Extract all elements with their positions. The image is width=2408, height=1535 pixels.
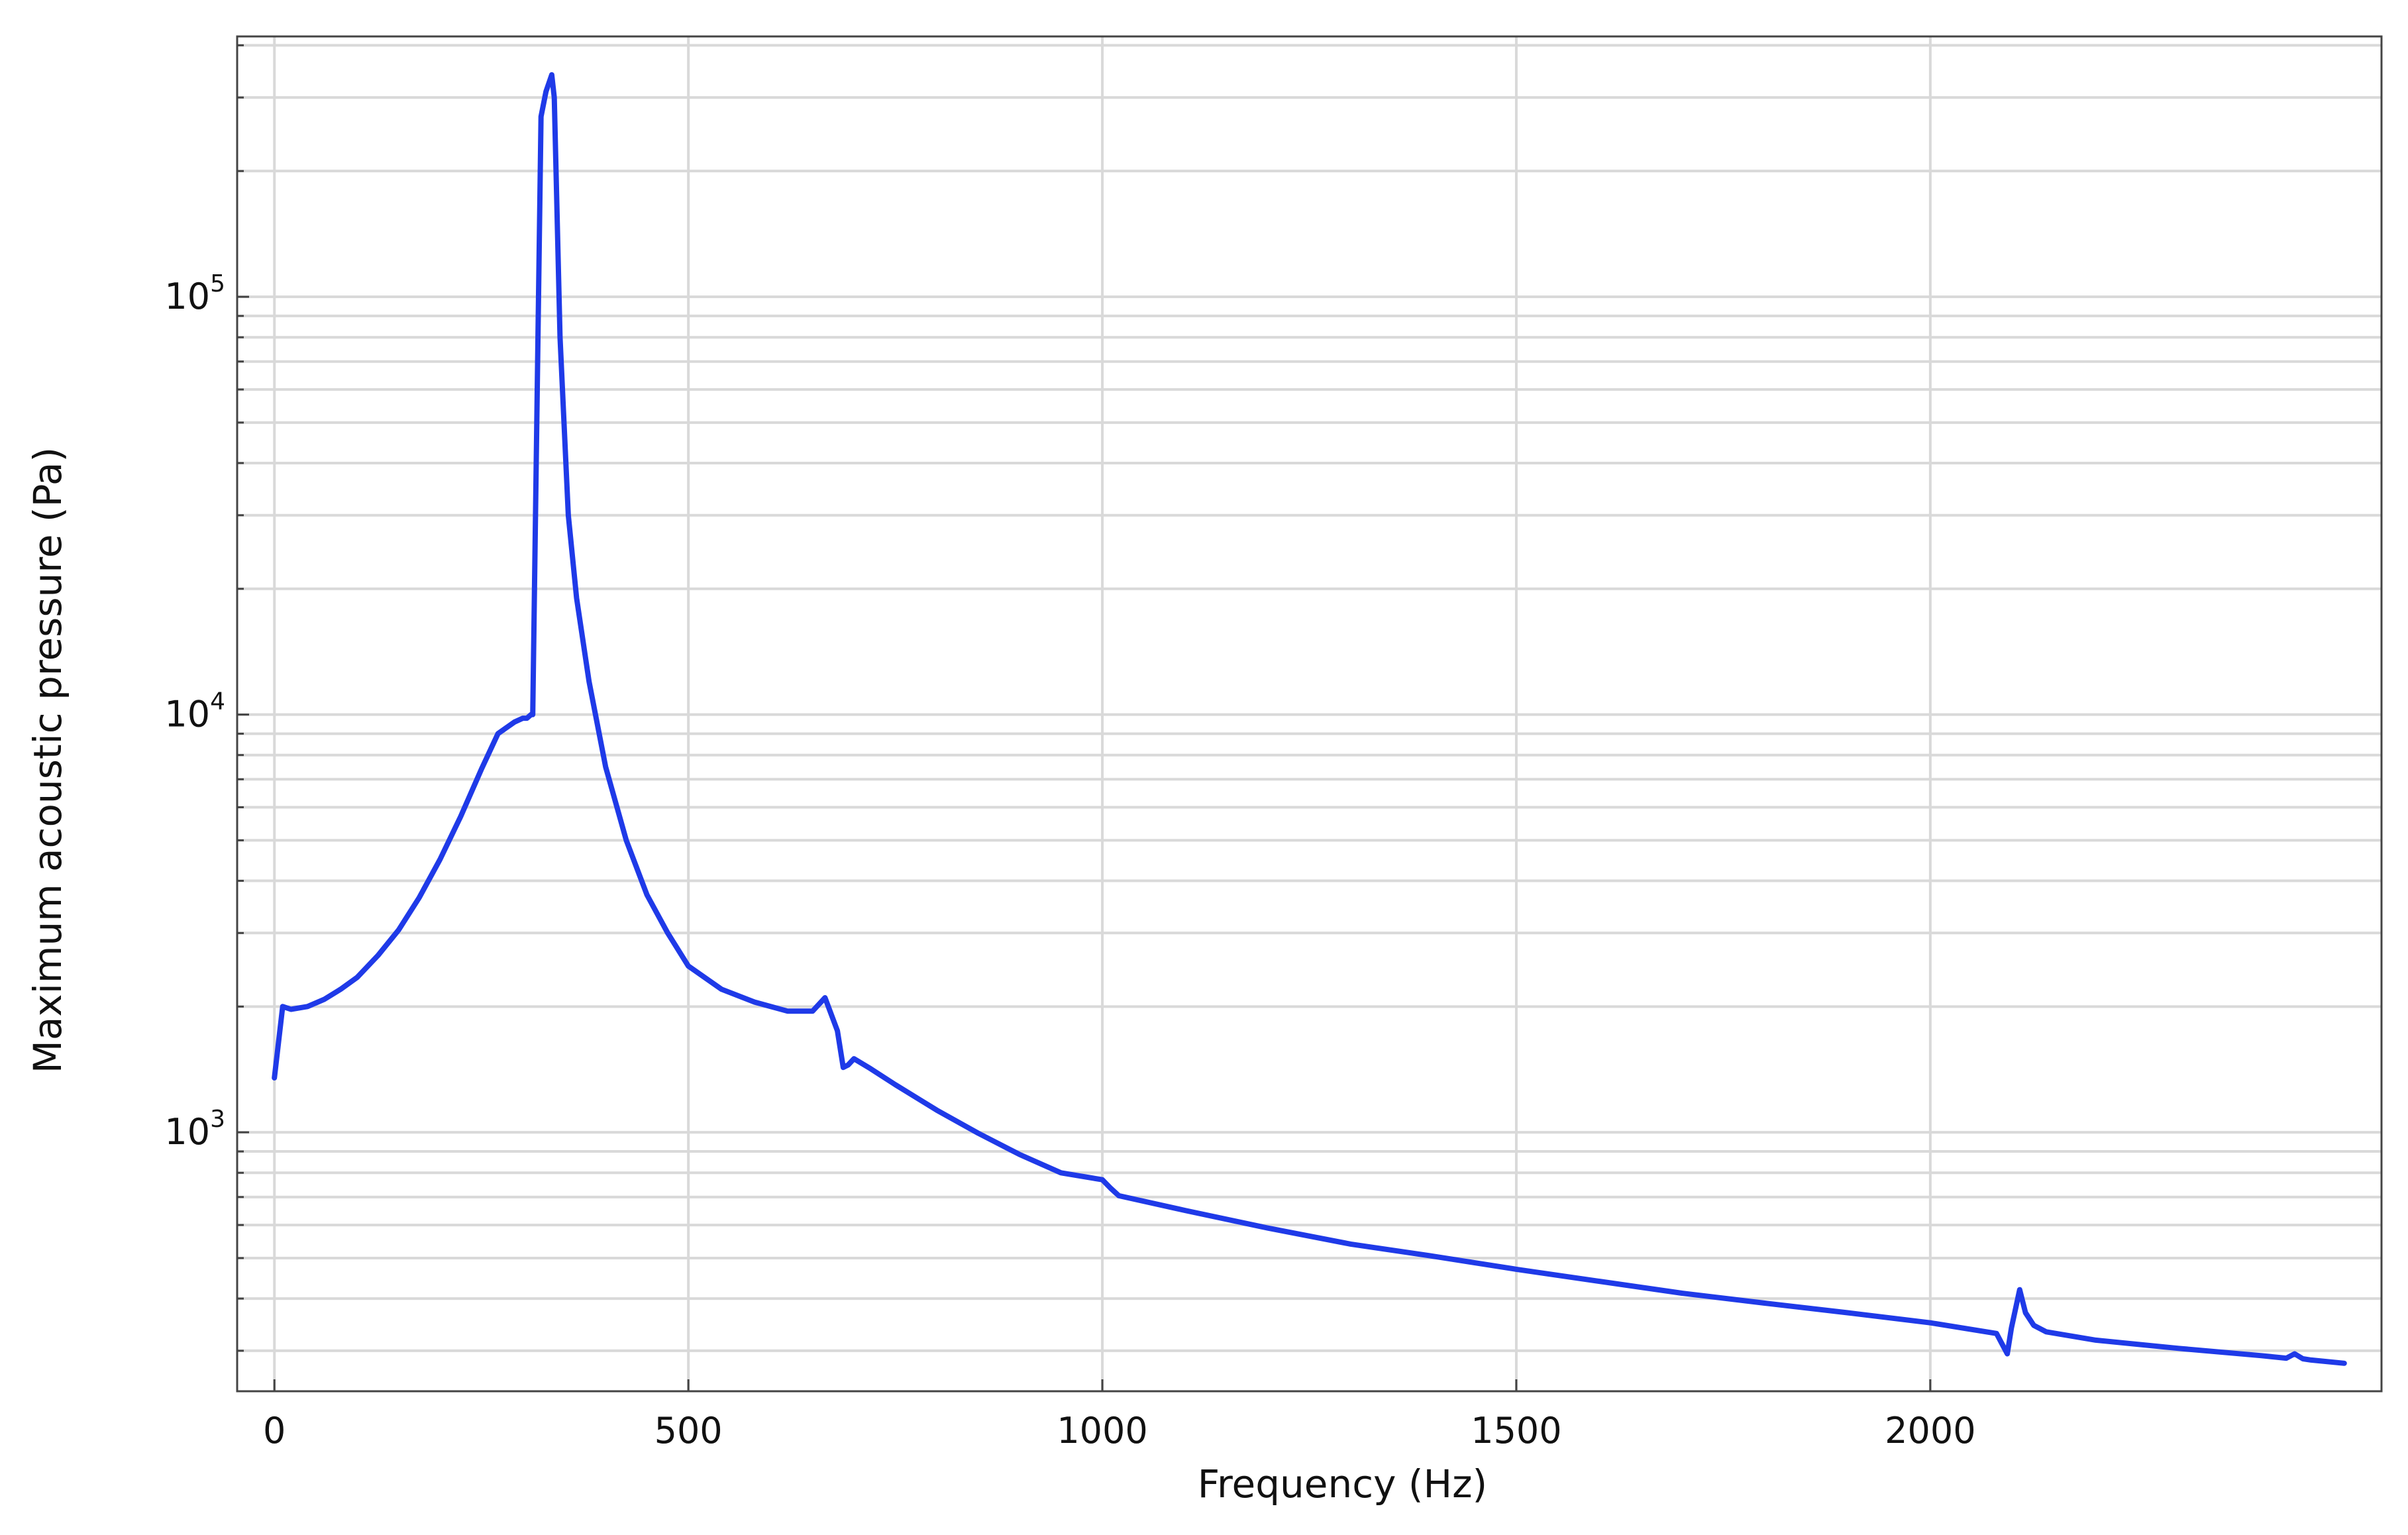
y-tick-base: 10 [164,694,210,735]
y-axis-title: Maximum acoustic pressure (Pa) [25,447,70,1073]
x-axis-title: Frequency (Hz) [1198,1461,1487,1507]
grid-lines [237,36,2382,1391]
y-tick-label: 104 [164,688,225,735]
y-tick-label: 105 [164,270,225,317]
series-line [272,72,2347,1366]
x-tick-label: 500 [654,1410,723,1452]
x-axis-ticks: 0 500 1000 1500 2000 [263,1379,1976,1452]
y-tick-exponent: 5 [210,270,225,297]
y-tick-base: 10 [164,276,210,317]
x-tick-label: 1500 [1471,1410,1561,1452]
y-tick-exponent: 3 [210,1106,225,1133]
y-tick-base: 10 [164,1111,210,1153]
y-tick-exponent: 4 [210,688,225,715]
y-tick-label: 103 [164,1106,225,1153]
x-tick-label: 0 [263,1410,286,1452]
x-tick-label: 2000 [1885,1410,1975,1452]
series-layer [272,72,2347,1366]
x-tick-label: 1000 [1057,1410,1147,1452]
